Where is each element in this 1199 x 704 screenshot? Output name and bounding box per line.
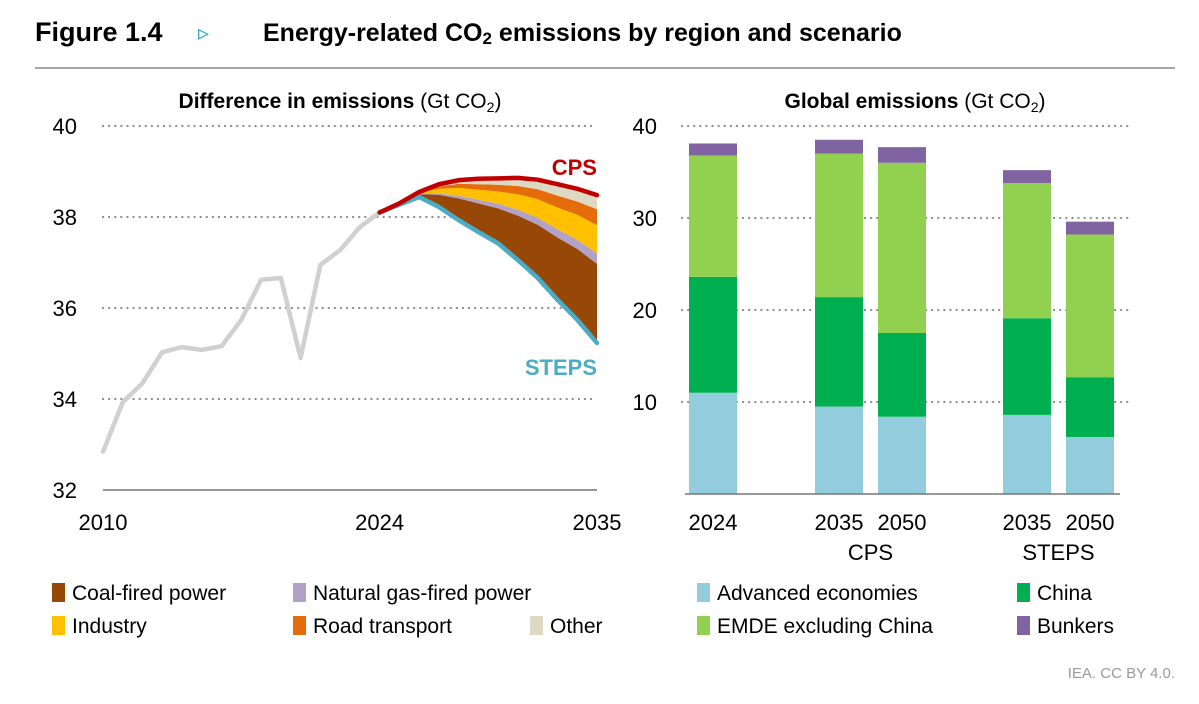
legends: Coal-fired power Natural gas-fired power I… (52, 582, 1114, 638)
area-gas (379, 193, 597, 264)
legend-swatch-road (293, 616, 306, 635)
area-industry (379, 187, 597, 254)
x-tick-label: 2010 (79, 510, 128, 535)
bar-emde (815, 153, 863, 298)
category-label: 2035 (1003, 510, 1052, 535)
area-coal (379, 194, 597, 344)
y-tick-label: 36 (53, 296, 77, 321)
right-chart-title: Global emissions (Gt CO2) (784, 90, 1045, 115)
y-tick-label: 40 (53, 114, 77, 139)
legend-swatch-other (530, 616, 543, 635)
legend-swatch-advanced (697, 583, 710, 602)
category-label: 2035 (815, 510, 864, 535)
area-road (379, 183, 597, 226)
group-label: CPS (848, 540, 893, 565)
legend-swatch-coal (52, 583, 65, 602)
bar-bunkers (878, 147, 926, 163)
legend-swatch-bunkers (1017, 616, 1030, 635)
left-chart: 32 34 36 38 40 2010 2024 2035 CPS STEPS (53, 114, 622, 535)
bar-china (878, 333, 926, 417)
figure-title: Energy-related CO2 emissions by region a… (263, 19, 902, 48)
legend-label-industry: Industry (72, 615, 147, 638)
bar-advanced (878, 416, 926, 494)
bar-advanced (815, 406, 863, 494)
legend-label-coal: Coal-fired power (72, 582, 226, 605)
category-label: 2050 (878, 510, 927, 535)
steps-label: STEPS (525, 355, 597, 380)
bar-bunkers (689, 143, 737, 156)
legend-swatch-industry (52, 616, 65, 635)
bar-advanced (1066, 436, 1114, 494)
bar-china (689, 276, 737, 393)
legend-label-advanced: Advanced economies (717, 582, 918, 605)
bar-bunkers (1003, 170, 1051, 184)
legend-label-road: Road transport (313, 615, 452, 638)
legend-swatch-gas (293, 583, 306, 602)
y-tick-label: 38 (53, 205, 77, 230)
left-chart-title: Difference in emissions (Gt CO2) (179, 90, 502, 115)
bar-advanced (1003, 414, 1051, 494)
legend-swatch-emde (697, 616, 710, 635)
cps-label: CPS (552, 155, 597, 180)
right-chart: 10 20 30 40 2024 2035 2050 2035 2050 CPS STEPS (633, 114, 1134, 565)
legend-label-china: China (1037, 582, 1092, 605)
bar-bunkers (815, 139, 863, 154)
bar-emde (878, 162, 926, 333)
y-tick-label: 30 (633, 206, 657, 231)
history-line (100, 210, 382, 455)
legend-label-other: Other (550, 615, 603, 638)
bar-china (815, 297, 863, 407)
x-tick-label: 2035 (573, 510, 622, 535)
legend-swatch-china (1017, 583, 1030, 602)
bar-china (1066, 377, 1114, 437)
bar-advanced (689, 392, 737, 494)
y-tick-label: 32 (53, 478, 77, 503)
figure-label: Figure 1.4 (35, 17, 163, 47)
y-tick-label: 34 (53, 387, 77, 412)
legend-label-emde: EMDE excluding China (717, 615, 933, 638)
y-tick-label: 20 (633, 298, 657, 323)
y-tick-label: 40 (633, 114, 657, 139)
legend-label-gas: Natural gas-fired power (313, 582, 531, 605)
y-tick-label: 10 (633, 390, 657, 415)
category-label: 2050 (1066, 510, 1115, 535)
credit: IEA. CC BY 4.0. (1068, 665, 1175, 682)
bar-emde (689, 155, 737, 277)
x-tick-label: 2024 (355, 510, 404, 535)
group-label: STEPS (1022, 540, 1094, 565)
steps-line (377, 194, 600, 346)
bar-china (1003, 318, 1051, 415)
bar-emde (1066, 234, 1114, 378)
bar-bunkers (1066, 221, 1114, 235)
figure-marker-icon: ▹ (198, 20, 209, 45)
cps-line (377, 175, 600, 215)
legend-label-bunkers: Bunkers (1037, 615, 1114, 638)
bar-emde (1003, 183, 1051, 319)
category-label: 2024 (689, 510, 738, 535)
